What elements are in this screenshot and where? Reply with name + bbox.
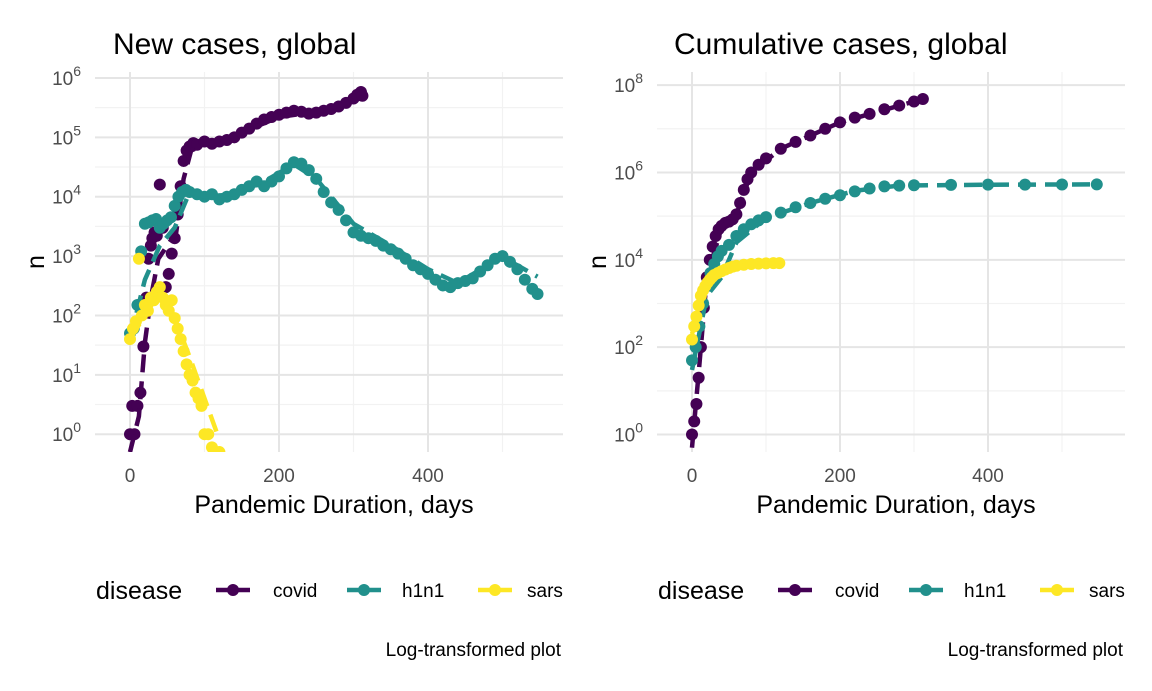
legend: disease covid h1n1 sars [96, 577, 563, 605]
chart-caption: Log-transformed plot [948, 640, 1124, 661]
legend-key-point-sars [1051, 584, 1063, 596]
y-tick-label: 100 [52, 419, 81, 446]
x-axis-title: Pandemic Duration, days [194, 491, 473, 519]
legend-key-point-covid [227, 584, 239, 596]
y-tick-label: 100 [614, 420, 643, 447]
data-point-covid [165, 247, 178, 260]
data-point-covid [819, 122, 832, 135]
data-point-sars [153, 281, 166, 294]
data-point-h1n1 [723, 238, 735, 251]
trend-line-sars [689, 260, 780, 335]
x-tick-label: 200 [263, 466, 295, 487]
x-tick-label: 200 [824, 466, 856, 487]
y-tick-label: 105 [52, 122, 81, 149]
y-tick-label: 104 [52, 182, 81, 209]
legend-key-point-h1n1 [358, 584, 370, 596]
data-point-h1n1 [819, 192, 832, 205]
series-sars [124, 252, 226, 452]
chart-panel-2: 0 200 400 100 102 104 106 108 Cumulative cases, … [584, 28, 1125, 661]
legend-key-point-covid [789, 584, 801, 596]
y-tick-label: 102 [614, 332, 643, 359]
data-point-h1n1 [1090, 178, 1103, 191]
data-point-h1n1 [340, 214, 353, 227]
trend-line-covid [127, 94, 364, 452]
legend-label-covid: covid [273, 581, 317, 602]
chart-panel-1: 0 200 400 100 101 102 103 104 105 106 New cases, g… [22, 28, 563, 661]
data-point-sars [180, 358, 193, 371]
y-axis-title: n [584, 255, 612, 269]
trend-line-h1n1 [127, 161, 539, 340]
data-layer [686, 93, 1103, 448]
y-tick-label: 106 [614, 157, 643, 184]
legend-title: disease [658, 577, 744, 605]
x-tick-label: 0 [125, 466, 136, 487]
x-tick-label: 400 [972, 466, 1004, 487]
data-point-sars [202, 428, 215, 441]
x-tick-label: 400 [412, 466, 444, 487]
gridlines [657, 72, 1125, 452]
y-tick-label: 108 [614, 70, 643, 97]
x-axis-title: Pandemic Duration, days [756, 491, 1035, 519]
y-axis-title: n [22, 255, 50, 269]
legend-label-sars: sars [1089, 581, 1125, 602]
data-point-h1n1 [168, 199, 181, 212]
data-point-h1n1 [531, 287, 544, 300]
legend-title: disease [96, 577, 182, 605]
data-point-sars [686, 333, 698, 346]
chart-title: Cumulative cases, global [674, 28, 1008, 61]
y-tick-label: 101 [52, 360, 81, 387]
chart-title: New cases, global [113, 28, 356, 61]
trend-line-h1n1 [689, 182, 1097, 371]
legend: disease covid h1n1 sars [658, 577, 1125, 605]
legend-key-point-sars [489, 584, 501, 596]
legend-key-point-h1n1 [920, 584, 932, 596]
data-point-sars [213, 446, 226, 452]
legend-label-h1n1: h1n1 [402, 581, 444, 602]
data-layer [124, 85, 544, 452]
data-point-covid [177, 154, 190, 167]
y-tick-label: 106 [52, 63, 81, 90]
data-point-covid [688, 415, 701, 428]
data-point-h1n1 [518, 273, 531, 286]
data-point-covid [142, 252, 155, 265]
data-point-sars [132, 252, 145, 265]
gridlines [95, 72, 563, 452]
trend-line-covid [689, 96, 924, 448]
data-point-covid [162, 267, 175, 280]
data-point-covid [153, 178, 166, 191]
data-point-h1n1 [982, 178, 994, 191]
data-point-h1n1 [164, 211, 177, 224]
series-h1n1 [686, 178, 1103, 371]
y-tick-label: 103 [52, 241, 81, 268]
legend-label-sars: sars [527, 581, 563, 602]
chart-caption: Log-transformed plot [386, 640, 562, 661]
legend-label-covid: covid [835, 581, 879, 602]
series-h1n1 [124, 156, 544, 340]
legend-label-h1n1: h1n1 [964, 581, 1006, 602]
x-tick-label: 0 [687, 466, 698, 487]
series-sars [686, 257, 786, 346]
y-tick-label: 104 [614, 245, 643, 272]
trend-line-sars [128, 287, 222, 441]
data-point-sars [773, 257, 786, 270]
series-covid [124, 85, 369, 452]
y-tick-label: 102 [52, 300, 81, 327]
